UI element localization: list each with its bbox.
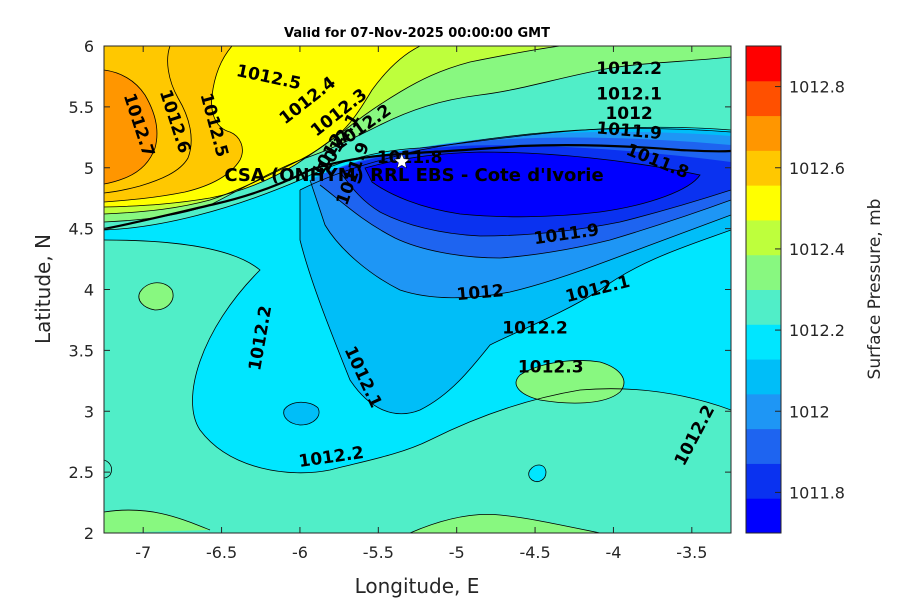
x-tick-label: -7 bbox=[135, 543, 151, 562]
x-axis-label: Longitude, E bbox=[355, 574, 480, 598]
field-region bbox=[516, 360, 624, 404]
y-tick-label: 5.5 bbox=[69, 98, 94, 117]
station-marker: CSA (ONHYM) RRL EBS - Cote d'Ivorie bbox=[224, 153, 604, 186]
contour-line bbox=[104, 69, 158, 185]
contour-label: 1011.8 bbox=[377, 148, 443, 168]
contour-line bbox=[409, 514, 601, 533]
station-label: CSA (ONHYM) RRL EBS - Cote d'Ivorie bbox=[224, 165, 603, 186]
y-tick-label: 6 bbox=[84, 37, 94, 56]
x-tick-label: -3.5 bbox=[676, 543, 707, 562]
contour-line bbox=[138, 282, 174, 311]
contour-label: 1012 bbox=[456, 281, 505, 305]
colorbar-segment bbox=[746, 359, 781, 395]
x-tick-label: -6.5 bbox=[206, 543, 237, 562]
contour-line bbox=[364, 151, 701, 218]
colorbar bbox=[746, 46, 781, 534]
colorbar-segment bbox=[746, 185, 781, 221]
field-region bbox=[138, 282, 174, 310]
contour-label: 1012 bbox=[605, 104, 652, 124]
field-region bbox=[528, 464, 546, 482]
x-tick-label: -4.5 bbox=[519, 543, 550, 562]
colorbar-segment bbox=[746, 428, 781, 464]
chart-title: Valid for 07-Nov-2025 00:00:00 GMT bbox=[284, 26, 550, 41]
x-tick-label: -5 bbox=[449, 543, 465, 562]
contour-line bbox=[319, 184, 731, 259]
y-tick-label: 5 bbox=[84, 159, 94, 178]
colorbar-ticks: 1011.8 1012 1012.2 1012.4 1012.6 1012.8 bbox=[775, 78, 845, 502]
colorbar-segment bbox=[746, 324, 781, 360]
contour-line bbox=[299, 128, 731, 415]
contour-label: 1012.2 bbox=[502, 318, 568, 338]
y-tick-label: 2.5 bbox=[69, 463, 94, 482]
colorbar-tick-label: 1012.6 bbox=[789, 159, 845, 178]
colorbar-segment bbox=[746, 219, 781, 256]
colorbar-frame bbox=[745, 45, 782, 534]
contour-line bbox=[515, 360, 625, 404]
contour-line bbox=[104, 509, 211, 531]
y-tick-label: 4.5 bbox=[69, 220, 94, 239]
station-star-icon bbox=[393, 153, 411, 169]
colorbar-label: Surface Pressure, mb bbox=[865, 199, 885, 380]
coastline bbox=[104, 143, 731, 231]
colorbar-tick-label: 1012.4 bbox=[789, 240, 845, 259]
colorbar-tick-label: 1012 bbox=[789, 402, 830, 421]
x-axis: -7 -6.5 -6 -5.5 -5 -4.5 -4 -3.5 bbox=[135, 46, 707, 562]
contour-label: 1012.2 bbox=[596, 59, 662, 79]
x-tick-label: -4 bbox=[605, 543, 621, 562]
colorbar-segment bbox=[746, 46, 781, 82]
field-region bbox=[410, 514, 600, 533]
contour-line bbox=[339, 171, 731, 237]
contour-lines bbox=[104, 46, 731, 533]
contour-line bbox=[104, 46, 243, 203]
y-axis-label: Latitude, N bbox=[31, 234, 55, 344]
x-tick-label: -5.5 bbox=[363, 543, 394, 562]
contour-line bbox=[528, 464, 547, 482]
colorbar-segment bbox=[746, 498, 781, 534]
colorbar-segment bbox=[746, 115, 781, 151]
y-tick-label: 2 bbox=[84, 524, 94, 543]
colorbar-segment bbox=[746, 80, 781, 117]
x-tick-label: -6 bbox=[292, 543, 308, 562]
contour-line bbox=[104, 46, 421, 208]
colorbar-tick-label: 1011.8 bbox=[789, 483, 845, 502]
pressure-field bbox=[104, 46, 731, 533]
field-region bbox=[104, 70, 157, 184]
field-region bbox=[283, 402, 320, 425]
y-tick-label: 4 bbox=[84, 281, 94, 300]
contour-line bbox=[309, 179, 731, 299]
contour-line bbox=[104, 459, 112, 479]
colorbar-tick-label: 1012.8 bbox=[789, 78, 845, 97]
contour-line bbox=[104, 46, 192, 194]
contour-line bbox=[104, 239, 731, 474]
y-tick-label: 3 bbox=[84, 402, 94, 421]
colorbar-segment bbox=[746, 254, 781, 290]
colorbar-segment bbox=[746, 463, 781, 499]
y-tick-label: 3.5 bbox=[69, 341, 94, 360]
y-axis: 2 2.5 3 3.5 4 4.5 5 5.5 6 bbox=[69, 37, 731, 543]
field-region bbox=[104, 510, 210, 533]
contour-line bbox=[283, 401, 320, 426]
colorbar-segment bbox=[746, 289, 781, 325]
contour-line bbox=[104, 46, 561, 215]
field-region bbox=[400, 161, 660, 206]
contour-label: 1012.1 bbox=[596, 85, 662, 105]
contour-label: 1012.3 bbox=[518, 357, 584, 377]
colorbar-tick-label: 1012.2 bbox=[789, 321, 845, 340]
